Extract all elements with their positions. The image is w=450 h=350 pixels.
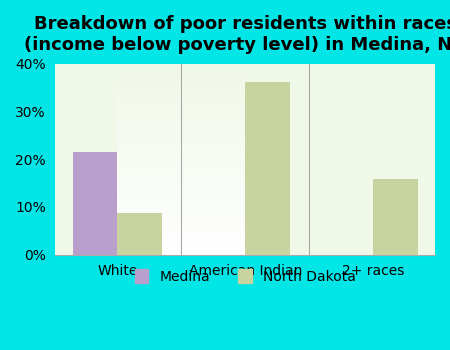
Bar (117, 213, 162, 255)
Title: Breakdown of poor residents within races
(income below poverty level) in Medina,: Breakdown of poor residents within races… (23, 15, 450, 54)
Legend: Medina, North Dakota: Medina, North Dakota (129, 265, 361, 290)
Bar (245, 82, 290, 255)
Bar (373, 179, 418, 255)
Bar (73, 152, 117, 255)
